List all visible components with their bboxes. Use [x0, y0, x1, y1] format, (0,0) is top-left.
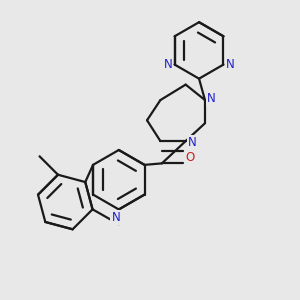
Text: N: N [207, 92, 216, 105]
Text: O: O [186, 151, 195, 164]
Text: N: N [188, 136, 197, 149]
Text: N: N [226, 58, 234, 71]
Text: N: N [111, 211, 120, 224]
Text: N: N [164, 58, 172, 71]
